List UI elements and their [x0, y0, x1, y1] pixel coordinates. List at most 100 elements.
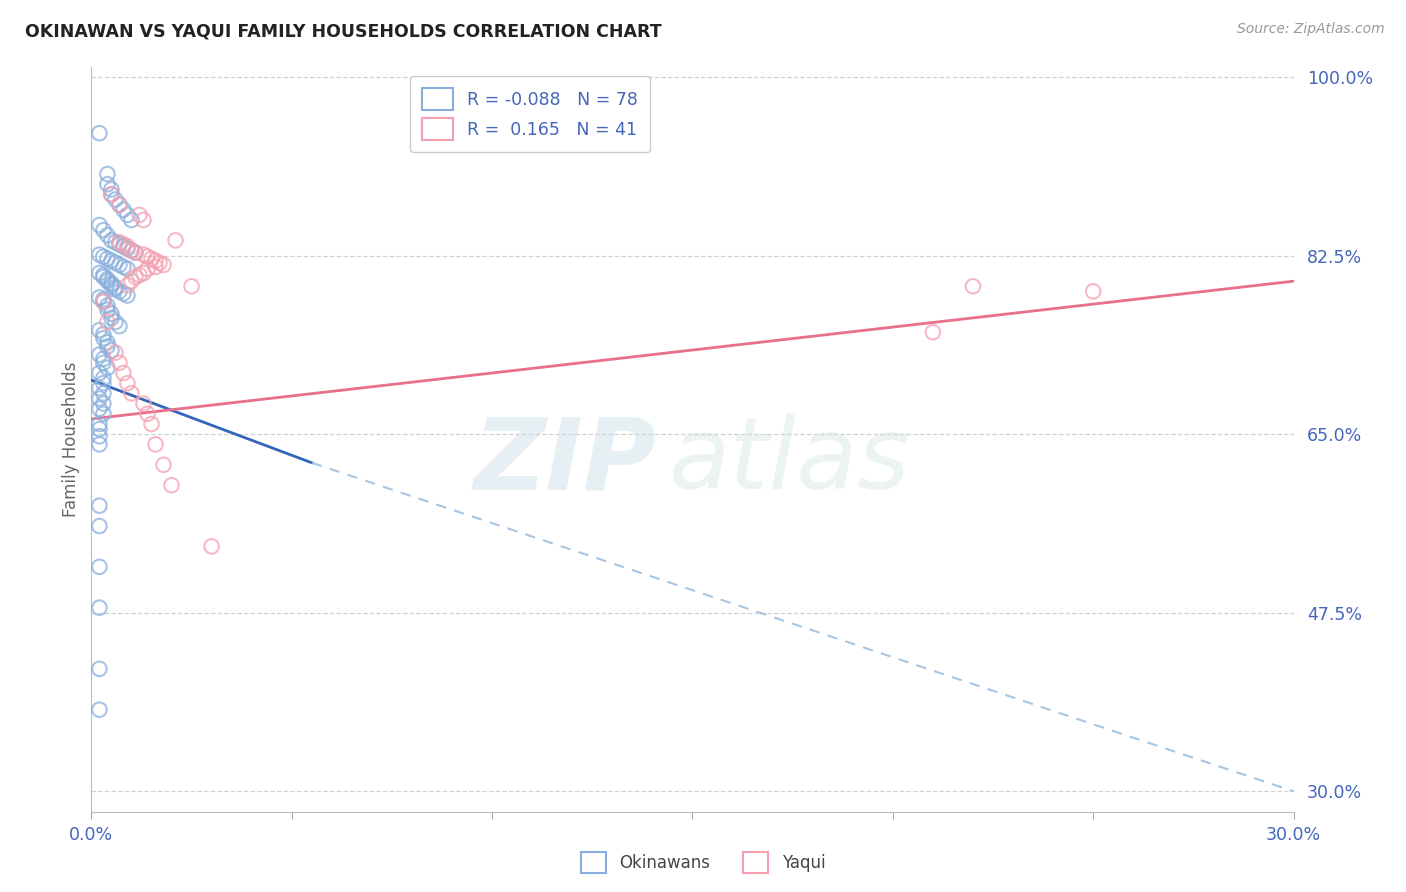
Point — [89, 417, 111, 431]
Point — [104, 280, 127, 294]
Point — [96, 299, 118, 313]
Point — [96, 315, 118, 329]
Point — [100, 182, 122, 196]
Point — [117, 261, 139, 276]
Point — [132, 396, 155, 410]
Point — [108, 285, 131, 299]
Y-axis label: Family Households: Family Households — [62, 361, 80, 517]
Point — [108, 197, 131, 211]
Point — [104, 315, 127, 329]
Point — [145, 260, 167, 274]
Point — [136, 407, 159, 421]
Point — [132, 213, 155, 227]
Point — [100, 310, 122, 325]
Point — [104, 345, 127, 359]
Point — [152, 458, 174, 472]
Point — [93, 371, 115, 385]
Point — [93, 223, 115, 237]
Point — [96, 360, 118, 375]
Point — [104, 256, 127, 270]
Point — [89, 266, 111, 280]
Point — [136, 250, 159, 264]
Point — [117, 376, 139, 391]
Text: Source: ZipAtlas.com: Source: ZipAtlas.com — [1237, 22, 1385, 37]
Point — [112, 239, 135, 253]
Point — [100, 187, 122, 202]
Text: OKINAWAN VS YAQUI FAMILY HOUSEHOLDS CORRELATION CHART: OKINAWAN VS YAQUI FAMILY HOUSEHOLDS CORR… — [25, 22, 662, 40]
Point — [93, 294, 115, 309]
Point — [100, 276, 122, 290]
Point — [93, 250, 115, 264]
Point — [128, 208, 150, 222]
Point — [89, 323, 111, 337]
Point — [136, 261, 159, 276]
Text: atlas: atlas — [668, 413, 910, 510]
Point — [93, 386, 115, 401]
Point — [100, 278, 122, 293]
Point — [962, 279, 984, 293]
Point — [96, 302, 118, 317]
Legend: Okinawans, Yaqui: Okinawans, Yaqui — [574, 846, 832, 880]
Point — [145, 437, 167, 451]
Point — [89, 348, 111, 362]
Point — [128, 268, 150, 282]
Point — [124, 245, 146, 260]
Point — [104, 282, 127, 296]
Point — [93, 293, 115, 307]
Point — [152, 258, 174, 272]
Point — [89, 559, 111, 574]
Point — [96, 228, 118, 243]
Point — [112, 286, 135, 301]
Point — [96, 167, 118, 181]
Point — [96, 252, 118, 266]
Point — [148, 256, 170, 270]
Point — [89, 422, 111, 436]
Point — [89, 499, 111, 513]
Point — [93, 270, 115, 285]
Point — [112, 202, 135, 217]
Point — [922, 325, 945, 339]
Point — [93, 396, 115, 410]
Point — [89, 381, 111, 395]
Point — [93, 407, 115, 421]
Point — [89, 437, 111, 451]
Point — [108, 258, 131, 272]
Point — [89, 401, 111, 416]
Point — [96, 178, 118, 192]
Point — [96, 272, 118, 286]
Point — [104, 193, 127, 207]
Point — [121, 386, 143, 401]
Point — [132, 266, 155, 280]
Point — [121, 213, 143, 227]
Point — [89, 247, 111, 261]
Point — [180, 279, 202, 293]
Point — [108, 197, 131, 211]
Point — [124, 245, 146, 260]
Point — [1083, 285, 1105, 299]
Point — [93, 331, 115, 345]
Point — [121, 274, 143, 288]
Point — [89, 366, 111, 380]
Point — [93, 294, 115, 309]
Point — [117, 288, 139, 302]
Point — [108, 319, 131, 334]
Point — [117, 242, 139, 256]
Point — [100, 253, 122, 268]
Point — [108, 356, 131, 370]
Point — [89, 429, 111, 443]
Point — [89, 392, 111, 406]
Legend: R = -0.088   N = 78, R =  0.165   N = 41: R = -0.088 N = 78, R = 0.165 N = 41 — [411, 76, 651, 153]
Point — [89, 519, 111, 533]
Point — [141, 252, 163, 266]
Point — [93, 356, 115, 370]
Text: ZIP: ZIP — [474, 413, 657, 510]
Point — [96, 339, 118, 353]
Point — [104, 235, 127, 250]
Point — [117, 278, 139, 293]
Point — [100, 307, 122, 321]
Point — [121, 244, 143, 258]
Point — [100, 343, 122, 358]
Point — [117, 239, 139, 253]
Point — [93, 376, 115, 391]
Point — [89, 600, 111, 615]
